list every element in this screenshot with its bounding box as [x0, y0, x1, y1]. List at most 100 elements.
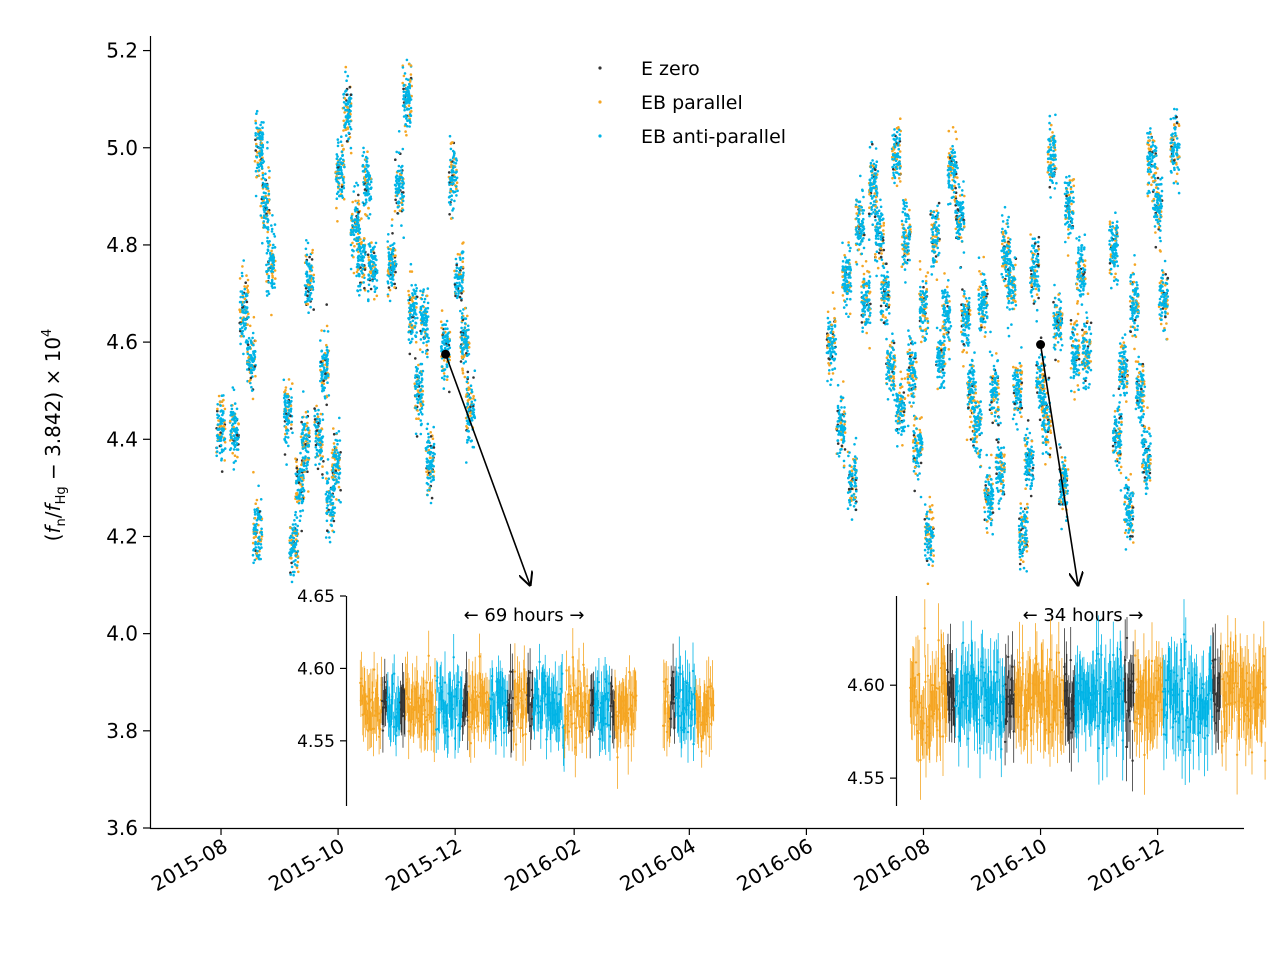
data-point: [908, 351, 912, 355]
data-point: [261, 173, 265, 177]
data-point: [240, 271, 244, 275]
data-point: [353, 208, 357, 211]
data-point: [241, 292, 244, 296]
data-point: [862, 294, 865, 297]
data-point: [297, 496, 300, 500]
data-point: [407, 89, 410, 93]
data-point: [287, 421, 291, 425]
data-point: [393, 209, 397, 213]
data-point: [246, 316, 249, 320]
data-point: [906, 381, 910, 384]
data-point: [901, 262, 905, 266]
data-point: [845, 312, 848, 316]
data-point: [252, 315, 256, 319]
data-point: [849, 246, 852, 250]
data-point: [325, 506, 329, 510]
data-point: [257, 484, 260, 488]
data-point: [396, 212, 399, 215]
data-point: [260, 527, 263, 531]
data-point: [258, 547, 262, 550]
data-point: [854, 260, 858, 264]
data-point: [266, 199, 269, 203]
data-point: [369, 271, 373, 275]
data-point: [430, 496, 434, 500]
data-point: [873, 186, 876, 190]
data-point: [906, 245, 910, 249]
data-point: [443, 378, 446, 381]
data-point: [331, 506, 335, 509]
data-point: [265, 263, 268, 267]
data-point: [865, 284, 869, 288]
data-point: [428, 456, 432, 460]
data-run: [906, 329, 918, 428]
data-point: [325, 367, 329, 371]
data-point: [465, 380, 469, 384]
data-point: [392, 268, 395, 272]
data-point: [431, 454, 435, 458]
data-point: [908, 383, 911, 387]
data-point: [339, 500, 342, 504]
data-point: [357, 236, 361, 239]
data-point: [255, 175, 258, 179]
data-point: [468, 407, 471, 411]
data-point: [289, 400, 292, 404]
data-point: [467, 388, 470, 392]
data-point: [885, 382, 889, 386]
data-point: [342, 93, 345, 96]
data-point: [232, 388, 236, 392]
data-point: [452, 191, 456, 194]
data-point: [337, 190, 340, 194]
data-point: [266, 220, 270, 224]
data-point: [428, 488, 431, 492]
data-point: [882, 224, 885, 227]
data-point: [892, 168, 895, 171]
data-point: [829, 355, 832, 358]
data-point: [907, 366, 911, 369]
data-point: [462, 346, 466, 349]
data-point: [320, 371, 324, 374]
data-point: [426, 451, 430, 454]
data-point: [273, 235, 277, 238]
data-point: [411, 294, 415, 297]
data-point: [295, 566, 299, 570]
data-point: [242, 311, 246, 314]
data-point: [862, 277, 866, 281]
data-point: [885, 302, 889, 306]
data-point: [331, 448, 335, 452]
data-point: [268, 251, 272, 255]
data-point: [347, 137, 350, 140]
data-point: [419, 289, 422, 293]
data-point: [239, 310, 242, 314]
data-point: [349, 127, 353, 131]
data-point: [236, 455, 239, 459]
data-point: [250, 385, 253, 389]
data-point: [891, 393, 895, 397]
data-point: [259, 161, 263, 164]
data-point: [299, 483, 302, 486]
data-point: [446, 375, 449, 378]
data-point: [898, 391, 901, 395]
data-point: [404, 101, 408, 105]
data-run: [215, 394, 227, 473]
data-point: [880, 258, 884, 262]
data-point: [240, 331, 243, 335]
data-point: [861, 239, 864, 243]
data-point: [315, 420, 319, 424]
data-point: [853, 473, 857, 477]
data-point: [847, 265, 850, 269]
data-point: [259, 131, 262, 134]
data-point: [884, 316, 887, 319]
data-point: [349, 104, 352, 107]
data-point: [232, 468, 236, 471]
data-point: [440, 376, 444, 380]
data-point: [840, 444, 844, 448]
data-point: [919, 495, 923, 499]
data-point: [354, 199, 357, 203]
data-point: [317, 439, 320, 442]
data-point: [306, 302, 310, 306]
data-point: [306, 460, 310, 464]
data-point: [347, 122, 351, 126]
data-point: [387, 251, 391, 254]
data-point: [886, 322, 889, 326]
data-point: [469, 384, 473, 388]
